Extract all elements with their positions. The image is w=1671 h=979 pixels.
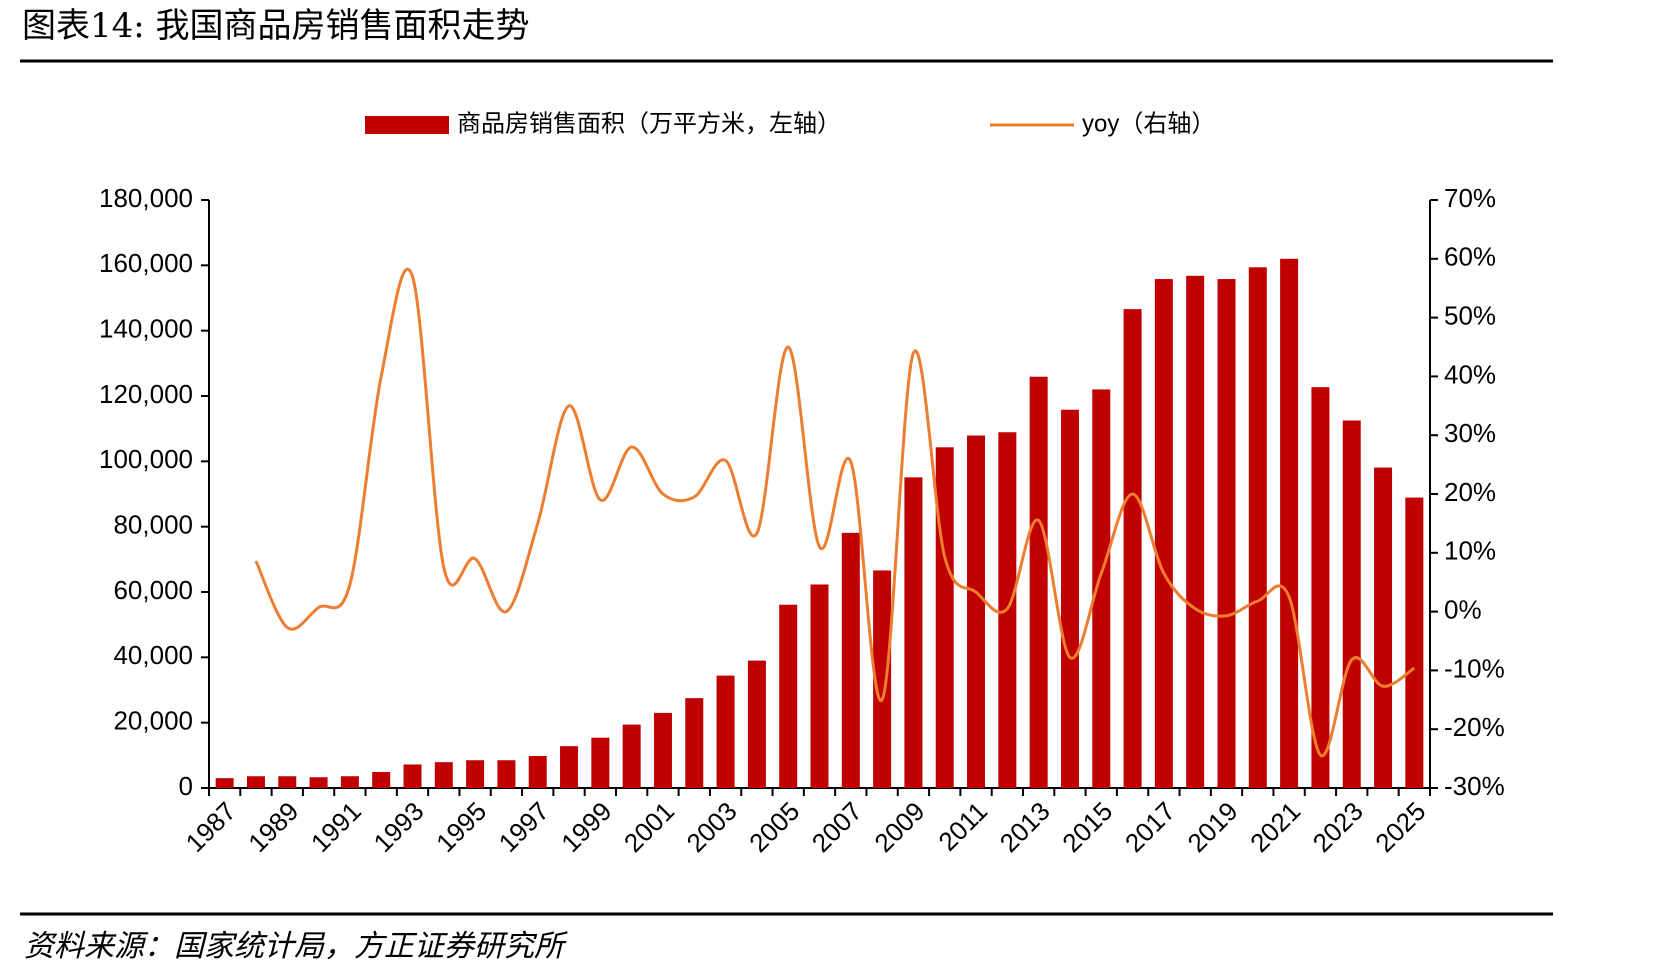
x-tick-label: 1987 (180, 796, 242, 858)
bar (560, 746, 579, 788)
y2-tick-label: 60% (1444, 242, 1496, 272)
x-tick-label: 1997 (493, 796, 555, 858)
bar (1060, 409, 1079, 788)
line (254, 267, 1416, 758)
bar (747, 660, 766, 788)
y-tick-label: 20,000 (113, 706, 193, 736)
bar (591, 737, 610, 788)
y-tick-label: 180,000 (99, 183, 193, 213)
bar (779, 604, 798, 788)
bar (1029, 376, 1048, 788)
x-tick-label: 1995 (430, 796, 492, 858)
bar (403, 764, 422, 788)
x-tick-label: 2019 (1181, 796, 1243, 858)
bar (1217, 279, 1236, 788)
bar (1342, 420, 1361, 788)
x-tick-label: 2025 (1369, 796, 1431, 858)
x-tick-label: 2023 (1307, 796, 1369, 858)
y2-tick-label: 20% (1444, 477, 1496, 507)
y2-tick-label: -10% (1444, 653, 1505, 683)
x-tick-label: 1989 (242, 796, 304, 858)
x-tick-label: 2017 (1119, 796, 1181, 858)
x-tick-label: 2007 (806, 796, 868, 858)
x-tick-label: 1991 (305, 796, 367, 858)
y2-tick-label: 10% (1444, 536, 1496, 566)
x-tick-label: 2013 (994, 796, 1056, 858)
chart-title: 图表14: 我国商品房销售面积走势 (22, 6, 530, 46)
legend-label: yoy（右轴） (1082, 110, 1215, 137)
x-tick-label: 2015 (1056, 796, 1118, 858)
bar (466, 760, 485, 788)
bar (622, 724, 641, 788)
x-tick-label: 2011 (932, 796, 993, 857)
x-tick-label: 1999 (555, 796, 617, 858)
y2-tick-label: 0% (1444, 594, 1482, 624)
y2-tick-label: 30% (1444, 418, 1496, 448)
bar (497, 760, 516, 788)
bar (528, 755, 547, 788)
y2-tick-label: 70% (1444, 183, 1496, 213)
bar (246, 776, 265, 788)
bar (1186, 275, 1205, 789)
bar (372, 771, 391, 788)
bar (1280, 258, 1299, 788)
bar (340, 776, 359, 788)
legend-swatch (365, 116, 449, 134)
bar (1123, 309, 1142, 788)
y-tick-label: 100,000 (99, 444, 193, 474)
bar (1374, 467, 1393, 788)
x-tick-label: 2005 (743, 796, 805, 858)
bar (434, 762, 453, 788)
bar (1311, 387, 1330, 788)
y2-tick-label: 40% (1444, 359, 1496, 389)
x-tick-label: 2009 (868, 796, 930, 858)
source: 资料来源：国家统计局，方正证券研究所 (24, 929, 568, 964)
bar (1154, 279, 1173, 788)
y-tick-label: 160,000 (99, 248, 193, 278)
bar (309, 777, 328, 788)
legend-label: 商品房销售面积（万平方米，左轴） (457, 110, 841, 137)
bar (716, 675, 735, 788)
bar (841, 532, 860, 788)
bar (653, 712, 672, 788)
bar (904, 477, 923, 788)
bar (1248, 267, 1267, 788)
bar (685, 698, 704, 788)
bar (935, 447, 954, 788)
y2-tick-label: 50% (1444, 300, 1496, 330)
x-tick-label: 2003 (681, 796, 743, 858)
y-tick-label: 0 (179, 771, 193, 801)
x-tick-label: 2021 (1244, 796, 1306, 858)
y-tick-label: 80,000 (113, 510, 193, 540)
bar (873, 570, 892, 788)
bar (810, 584, 829, 788)
y-tick-label: 40,000 (113, 640, 193, 670)
x-tick-label: 1993 (367, 796, 429, 858)
bar (967, 435, 986, 788)
y-tick-label: 120,000 (99, 379, 193, 409)
y-tick-label: 140,000 (99, 314, 193, 344)
bar (215, 778, 234, 788)
bar (1092, 389, 1111, 788)
x-tick-label: 2001 (618, 796, 680, 858)
y2-tick-label: -30% (1444, 771, 1505, 801)
y-tick-label: 60,000 (113, 575, 193, 605)
bar (1405, 497, 1424, 788)
bar (278, 776, 297, 788)
y2-tick-label: -20% (1444, 712, 1505, 742)
